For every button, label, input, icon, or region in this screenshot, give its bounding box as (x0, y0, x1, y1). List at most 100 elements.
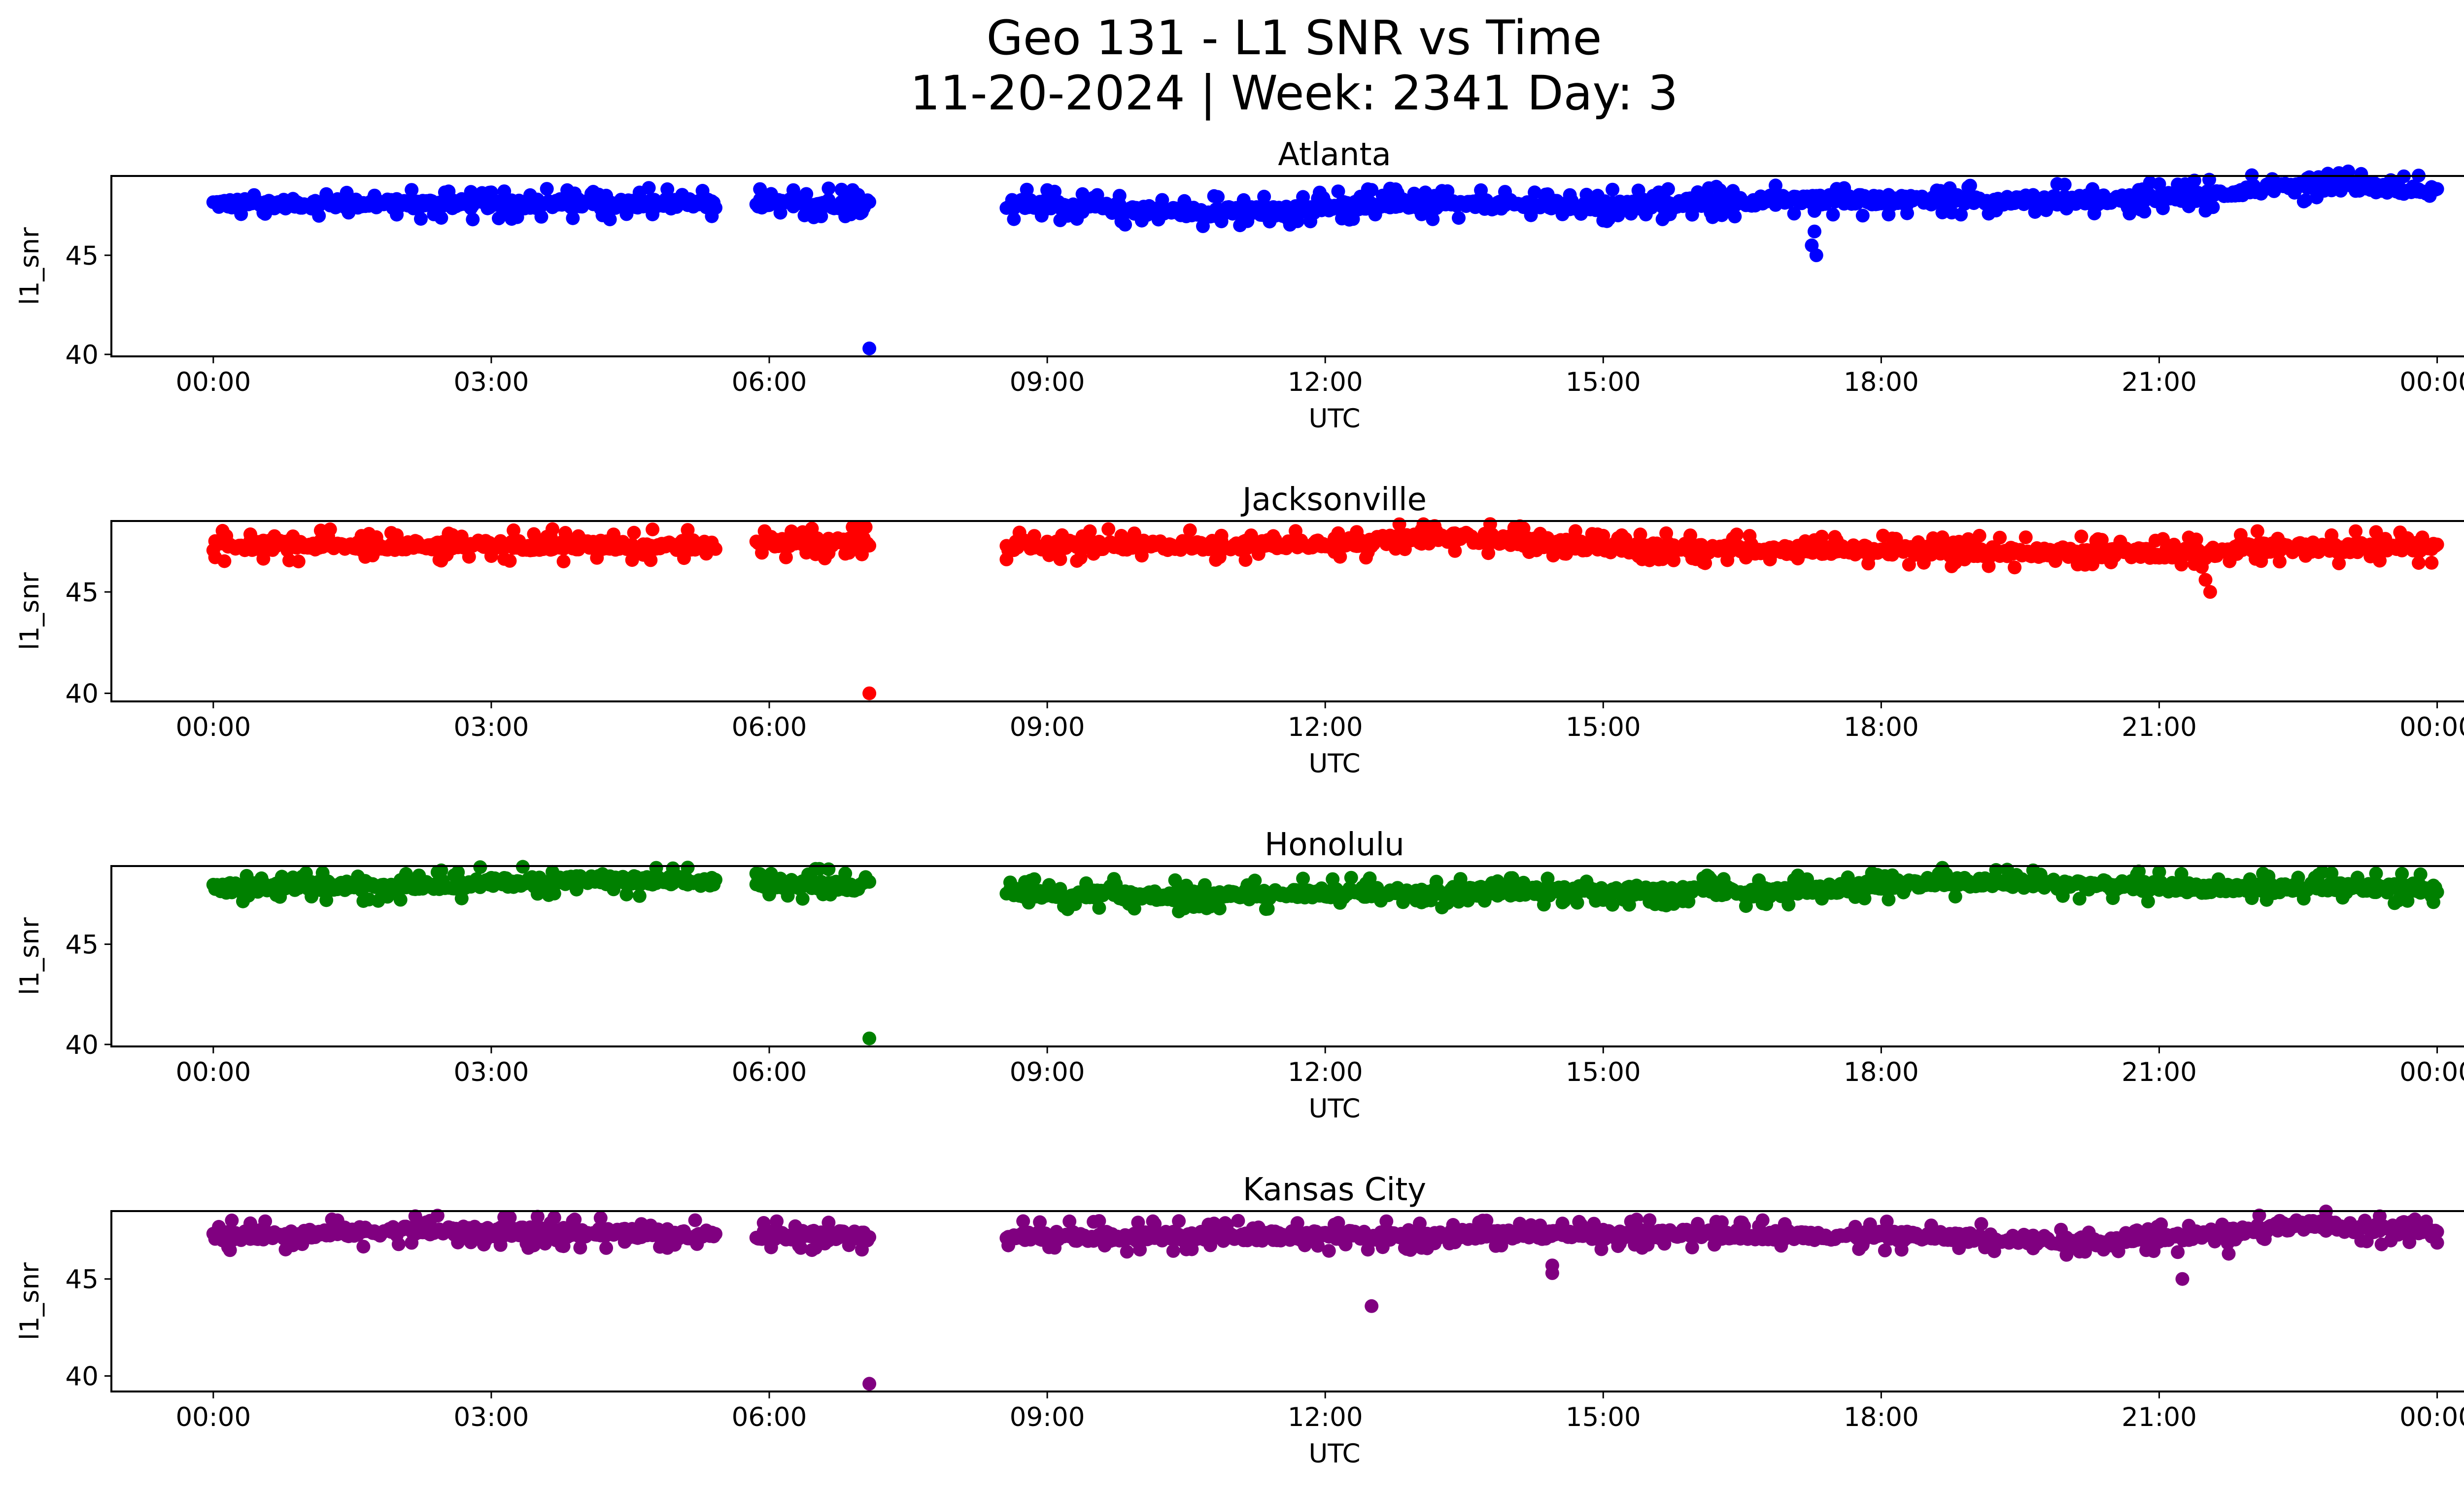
data-point (795, 892, 810, 906)
data-point (534, 209, 548, 224)
data-point (1993, 530, 2007, 545)
data-point (2008, 560, 2022, 575)
x-tick-label: 18:00 (1844, 367, 1919, 397)
outlier-point (1189, 897, 1202, 911)
outlier-point (862, 686, 877, 700)
data-point (799, 187, 814, 201)
data-point (1606, 182, 1620, 197)
data-point (434, 211, 448, 225)
data-point (2202, 173, 2216, 187)
panel-title: Atlanta (1278, 137, 1391, 173)
series-atlanta (206, 164, 2444, 355)
data-point (2250, 524, 2264, 538)
data-point (503, 554, 517, 568)
x-tick-label: 00:00 (175, 367, 251, 397)
data-point (323, 522, 337, 536)
outlier-point (1429, 524, 1443, 538)
data-point (599, 1241, 614, 1255)
data-point (709, 201, 722, 215)
x-tick-label: 06:00 (732, 367, 807, 397)
outlier-point (1957, 553, 1972, 567)
data-point (1963, 178, 1977, 193)
outlier-point (1596, 207, 1610, 221)
y-tick-label: 40 (66, 340, 99, 370)
data-point (1172, 1214, 1186, 1228)
data-point (1231, 1214, 1245, 1228)
figure-title-line1: Geo 131 - L1 SNR vs Time (987, 10, 1602, 66)
outlier-point (862, 341, 877, 355)
data-point (709, 542, 722, 556)
data-point (862, 195, 877, 209)
y-axis-label: l1_snr (15, 917, 45, 995)
x-tick-label: 00:00 (175, 1057, 251, 1087)
data-point (2395, 867, 2409, 881)
data-point (627, 525, 641, 540)
y-tick-label: 40 (66, 679, 99, 709)
figure-title-line2: 11-20-2024 | Week: 2341 Day: 3 (910, 66, 1678, 121)
x-axis-label: UTC (1308, 1094, 1360, 1124)
data-point (773, 206, 787, 220)
x-tick-label: 09:00 (1010, 712, 1085, 742)
data-point (660, 182, 675, 196)
data-point (414, 212, 428, 226)
data-point (1528, 185, 1542, 200)
data-point (2369, 867, 2383, 881)
data-point (858, 520, 873, 534)
data-point (391, 1237, 406, 1252)
data-point (2425, 556, 2439, 570)
data-point (1020, 182, 1034, 197)
x-tick-label: 09:00 (1010, 1057, 1085, 1087)
data-point (2187, 174, 2201, 188)
data-point (709, 872, 722, 887)
y-tick-label: 45 (66, 930, 99, 960)
data-point (1212, 902, 1227, 916)
panel-title: Jacksonville (1240, 482, 1427, 518)
data-point (2430, 182, 2444, 196)
data-point (1248, 873, 1262, 888)
data-point (1344, 870, 1358, 885)
data-point (2057, 177, 2072, 192)
data-point (1661, 182, 1675, 196)
data-point (2206, 200, 2220, 214)
x-tick-label: 09:00 (1010, 367, 1085, 397)
data-point (862, 1230, 877, 1244)
data-point (681, 861, 695, 875)
data-point (821, 862, 836, 876)
outlier-point (2245, 891, 2259, 905)
x-tick-label: 03:00 (454, 1057, 529, 1087)
data-point (2341, 164, 2356, 178)
data-point (1296, 871, 1310, 886)
data-point (1211, 190, 1225, 204)
data-point (546, 522, 559, 536)
data-point (1826, 208, 1840, 222)
data-point (2349, 524, 2363, 538)
x-tick-label: 15:00 (1566, 1057, 1641, 1087)
outlier-point (862, 1031, 877, 1045)
data-point (642, 181, 656, 195)
x-tick-label: 00:00 (2399, 367, 2464, 397)
outlier-point (1763, 553, 1777, 567)
data-point (393, 893, 408, 907)
data-point (1769, 178, 1782, 193)
data-point (1101, 522, 1116, 536)
outlier-point (2194, 558, 2208, 573)
data-point (632, 889, 647, 903)
outlier-point (595, 867, 610, 881)
data-point (405, 183, 419, 197)
data-point (1730, 527, 1744, 542)
y-axis-label: l1_snr (15, 227, 45, 305)
data-point (566, 211, 580, 225)
data-point (688, 1213, 702, 1227)
x-tick-label: 00:00 (175, 712, 251, 742)
data-point (1027, 872, 1041, 886)
data-point (1166, 1244, 1180, 1258)
data-point (821, 181, 836, 196)
data-point (291, 555, 306, 569)
data-point (1787, 207, 1801, 221)
y-tick-label: 45 (66, 578, 99, 608)
x-tick-label: 06:00 (732, 712, 807, 742)
data-point (356, 1240, 371, 1254)
